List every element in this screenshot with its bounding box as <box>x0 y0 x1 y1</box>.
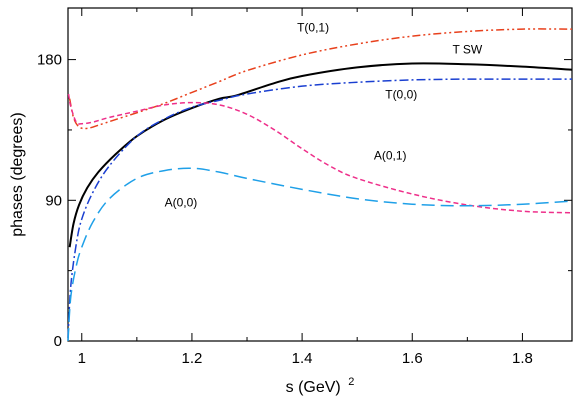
y-tick-label: 0 <box>54 333 62 350</box>
series-line-a-0-1 <box>67 93 573 214</box>
series-lines <box>67 28 573 342</box>
plot-frame <box>67 7 573 342</box>
series-label: T(0,0) <box>385 88 417 102</box>
series-line-t-0-1 <box>68 28 573 130</box>
y-tick-label: 90 <box>45 192 62 209</box>
axes: 1 1.2 1.4 1.6 1.8 0 90 180 <box>37 7 573 367</box>
series-label: A(0,1) <box>374 149 407 163</box>
y-axis-title: phases (degrees) <box>9 112 26 237</box>
x-axis-title: s (GeV) 2 <box>286 376 355 396</box>
x-tick-label: 1.4 <box>292 350 313 367</box>
x-tick-label: 1.8 <box>512 350 533 367</box>
x-axis-title-text: s (GeV) <box>286 379 341 396</box>
series-label: A(0,0) <box>165 196 198 210</box>
series-label: T SW <box>452 42 482 56</box>
x-tick-label: 1.2 <box>182 350 203 367</box>
x-tick-label: 1.6 <box>402 350 423 367</box>
x-axis-title-superscript: 2 <box>348 376 354 388</box>
series-line-t-sw <box>68 62 573 248</box>
y-tick-label: 180 <box>37 52 62 69</box>
series-label: T(0,1) <box>297 20 329 34</box>
x-tick-label: 1 <box>78 350 86 367</box>
series-labels: T(0,1) T SW T(0,0) A(0,1) A(0,0) <box>165 20 483 209</box>
series-line-a-0-0 <box>67 167 573 342</box>
